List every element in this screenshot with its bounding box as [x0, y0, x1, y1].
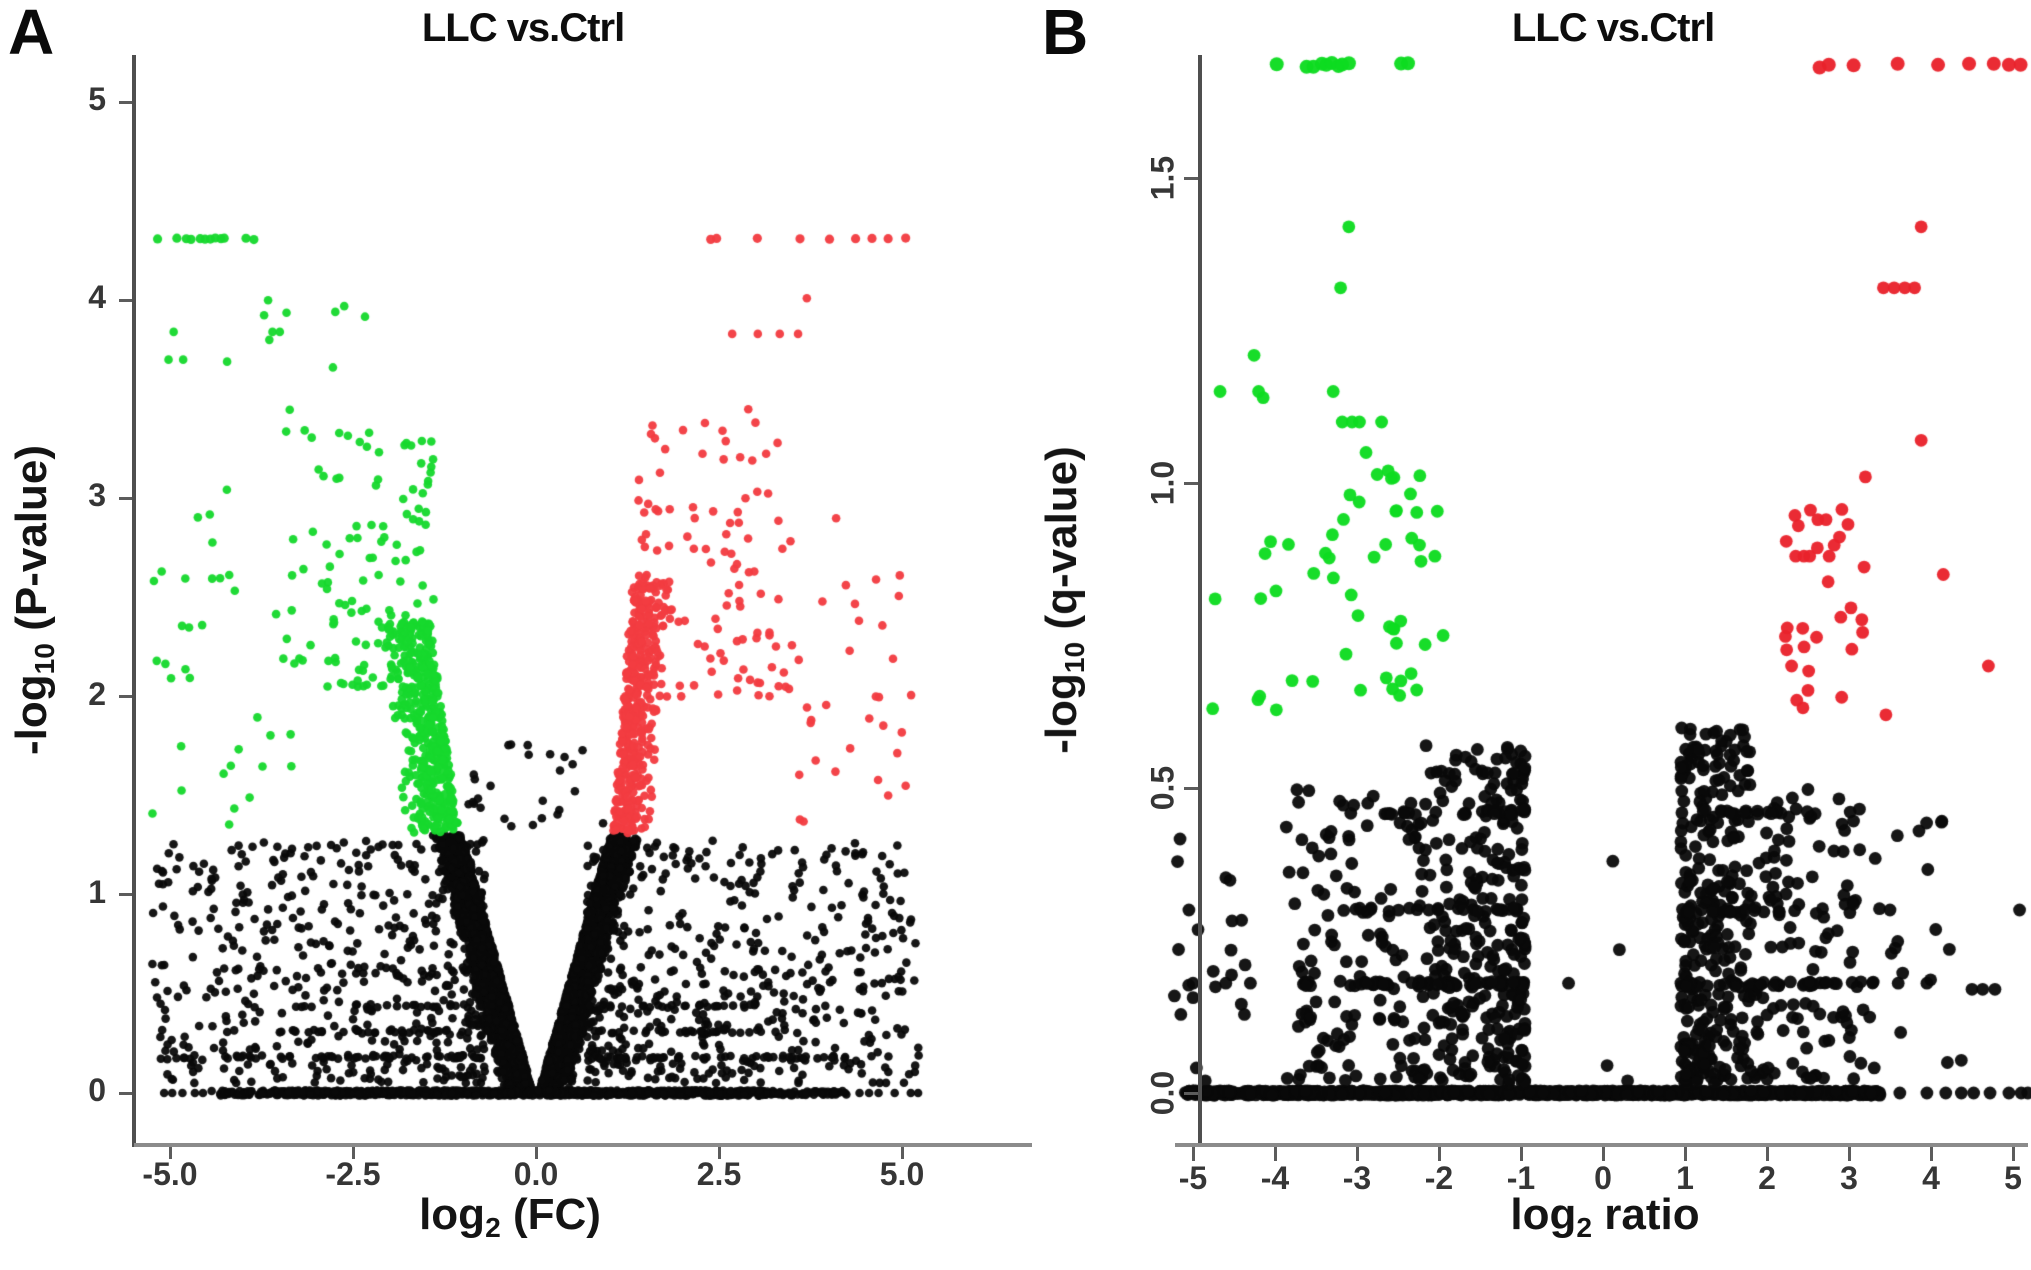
- panel-label-a: A: [8, 0, 54, 68]
- x-axis-title-b-pre: log: [1510, 1190, 1577, 1239]
- x-axis-title-b-post: ratio: [1592, 1190, 1700, 1239]
- y-tick-label: 5: [88, 81, 106, 117]
- y-tick: [119, 1091, 132, 1095]
- panel-label-b: B: [1042, 0, 1088, 68]
- x-tick-label: 2.5: [696, 1156, 742, 1192]
- chart-title-a: LLC vs.Ctrl: [421, 6, 625, 50]
- x-tick-label: -5.0: [142, 1156, 198, 1192]
- x-tick-label: -2.5: [325, 1156, 381, 1192]
- x-tick-label: 5: [2004, 1160, 2022, 1196]
- y-tick-label: 3: [88, 477, 106, 514]
- x-tick-label: 2: [1758, 1160, 1776, 1196]
- x-axis-title-b-sub: 2: [1576, 1211, 1593, 1243]
- x-tick: [534, 1147, 538, 1159]
- x-axis-line: [134, 1143, 1032, 1147]
- y-tick: [1184, 786, 1198, 790]
- y-tick: [119, 496, 132, 500]
- x-tick-label: 3: [1840, 1160, 1858, 1196]
- x-tick: [1683, 1147, 1687, 1161]
- x-tick: [717, 1147, 721, 1159]
- x-tick-label: -1: [1506, 1160, 1536, 1196]
- y-tick-label: 1: [88, 873, 106, 910]
- y-axis-title-b-sub: 10: [1058, 641, 1090, 674]
- y-axis-title-b-post: (q-value): [1037, 446, 1086, 642]
- x-tick: [1519, 1147, 1523, 1161]
- x-axis-title-a-pre: log: [419, 1190, 486, 1239]
- x-tick: [351, 1147, 355, 1159]
- x-tick: [1437, 1147, 1441, 1161]
- y-tick-label: 1.5: [1144, 155, 1181, 201]
- y-tick-label: 2: [88, 675, 106, 712]
- x-tick: [1929, 1147, 1933, 1161]
- y-tick-label: 4: [88, 279, 106, 316]
- y-tick-label: 0: [88, 1072, 106, 1108]
- y-axis-title-b: -log10 (q-value): [1037, 446, 1090, 754]
- x-tick-label: -5: [1178, 1160, 1208, 1196]
- x-tick-label: 0.0: [513, 1156, 559, 1192]
- y-tick: [119, 893, 132, 897]
- x-tick: [900, 1147, 904, 1159]
- x-tick: [2011, 1147, 2015, 1161]
- y-axis-line: [1198, 55, 1202, 1147]
- x-axis-line: [1175, 1143, 2028, 1147]
- y-tick-label: 0.0: [1144, 1070, 1181, 1116]
- y-tick: [1184, 1091, 1198, 1095]
- x-tick: [1191, 1147, 1195, 1161]
- x-tick: [1355, 1147, 1359, 1161]
- x-axis-title-a-sub: 2: [485, 1211, 501, 1243]
- x-tick-label: 0: [1594, 1160, 1612, 1196]
- x-tick: [1601, 1147, 1605, 1161]
- x-tick: [1765, 1147, 1769, 1161]
- x-axis-title-a-post: (FC): [500, 1190, 601, 1239]
- y-axis-title-a-sub: 10: [28, 643, 60, 675]
- x-tick-label: 1: [1676, 1160, 1694, 1196]
- x-tick-label: -4: [1260, 1160, 1290, 1196]
- y-tick: [1184, 481, 1198, 485]
- y-tick: [119, 695, 132, 699]
- x-tick: [1273, 1147, 1277, 1161]
- y-tick: [119, 100, 132, 104]
- y-tick: [119, 298, 132, 302]
- x-tick-label: -2: [1424, 1160, 1454, 1196]
- x-axis-title-b: log2 ratio: [1510, 1190, 1700, 1243]
- y-tick-label: 1.0: [1144, 460, 1181, 506]
- x-tick-label: 5.0: [879, 1156, 925, 1192]
- x-tick-label: -3: [1342, 1160, 1372, 1196]
- y-axis-title-b-pre: -log: [1037, 673, 1086, 754]
- x-tick: [1847, 1147, 1851, 1161]
- y-tick-label: 0.5: [1144, 765, 1181, 811]
- y-axis-line: [132, 55, 136, 1147]
- x-tick-label: 4: [1922, 1160, 1940, 1196]
- x-tick: [168, 1147, 172, 1159]
- y-axis-title-a-post: (P-value): [7, 444, 56, 644]
- x-axis-title-a: log2 (FC): [419, 1190, 601, 1243]
- chart-title-b: LLC vs.Ctrl: [1511, 6, 1715, 50]
- y-tick: [1184, 176, 1198, 180]
